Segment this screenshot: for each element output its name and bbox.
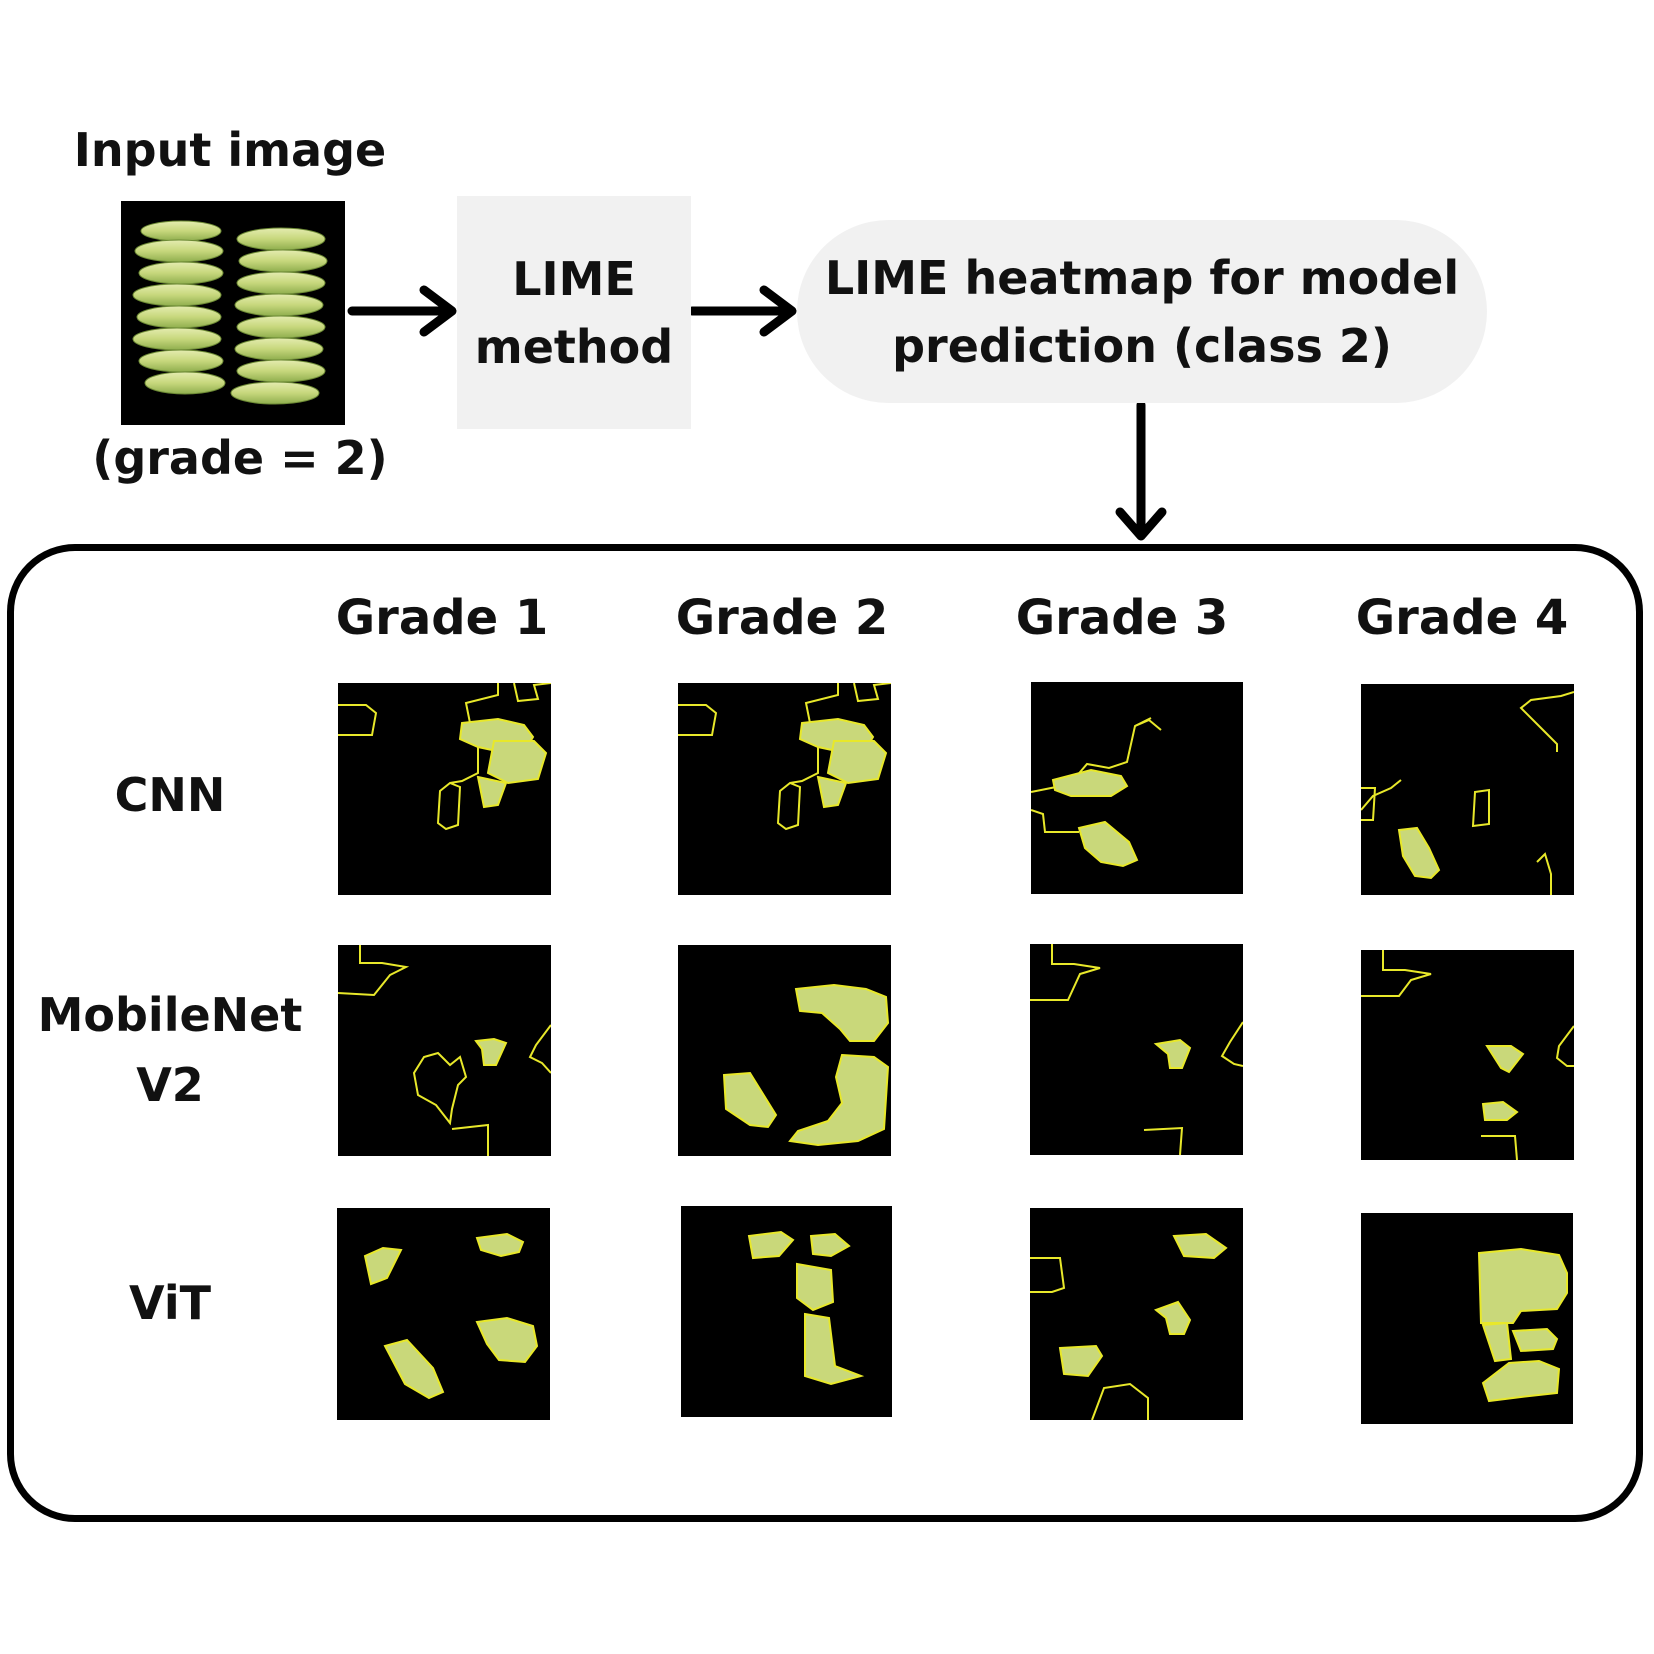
column-header-grade-4: Grade 4 — [1355, 590, 1569, 646]
column-header-grade-3: Grade 3 — [1015, 590, 1229, 646]
column-header-grade-2: Grade 2 — [675, 590, 889, 646]
heatmap-cnn-grade-2 — [678, 683, 891, 895]
heatmap-mobilenet-grade-1 — [338, 945, 551, 1156]
row-header-cnn: CNN — [114, 768, 226, 822]
row-header-mobilenet-v2: MobileNet V2 — [37, 988, 303, 1112]
lime-method-label: LIME method — [474, 251, 674, 374]
lime-heatmap-label: LIME heatmap for model prediction (class… — [824, 250, 1460, 373]
heatmap-vit-grade-2 — [681, 1206, 892, 1417]
heatmap-vit-grade-1 — [337, 1208, 550, 1420]
heatmap-mobilenet-grade-4 — [1361, 950, 1574, 1160]
heatmap-mobilenet-grade-2 — [678, 945, 891, 1156]
heatmap-cnn-grade-3 — [1031, 682, 1243, 894]
heatmap-mobilenet-grade-3 — [1030, 944, 1243, 1155]
heatmap-cnn-grade-1 — [338, 683, 551, 895]
heatmap-vit-grade-3 — [1030, 1208, 1243, 1420]
lime-method-box: LIME method — [457, 196, 691, 429]
lime-heatmap-box: LIME heatmap for model prediction (class… — [797, 220, 1487, 403]
input-image-caption: (grade = 2) — [92, 431, 388, 485]
row-header-vit: ViT — [129, 1276, 211, 1330]
input-image-title: Input image — [73, 123, 387, 177]
heatmap-vit-grade-4 — [1361, 1213, 1573, 1424]
input-banana-image — [121, 201, 345, 425]
arrow-to-method — [347, 285, 457, 337]
arrow-to-heatmap — [687, 285, 797, 337]
heatmap-cnn-grade-4 — [1361, 684, 1574, 895]
results-frame — [7, 544, 1643, 1522]
column-header-grade-1: Grade 1 — [335, 590, 549, 646]
arrow-to-results — [1115, 400, 1167, 541]
banana-bunch-graphic — [132, 220, 328, 405]
